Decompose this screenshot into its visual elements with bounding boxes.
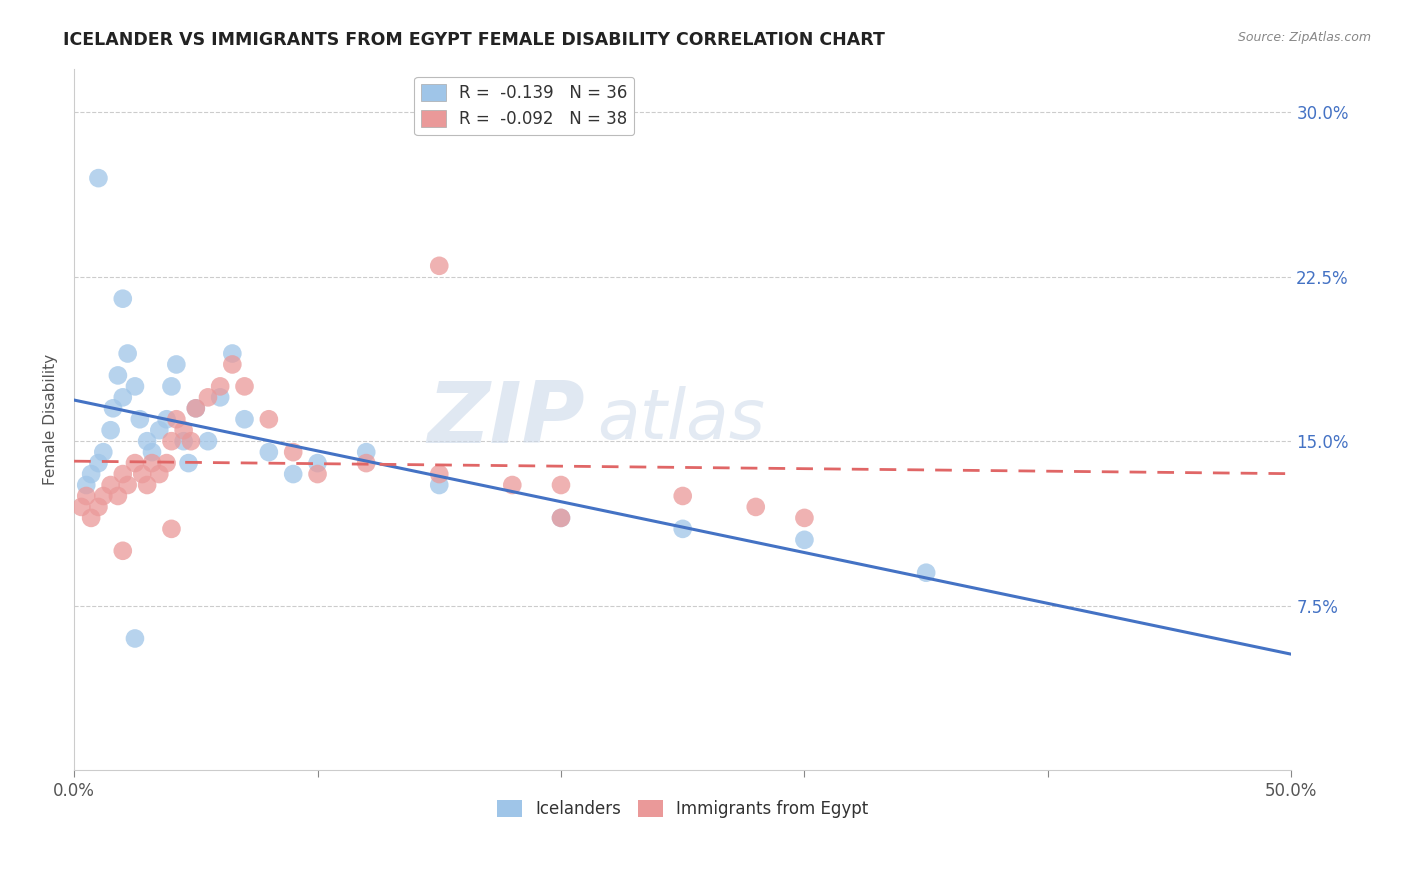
Point (117, 346, 139, 360)
Point (354, 456, 377, 470)
Point (165, 412, 187, 426)
Text: atlas: atlas (598, 385, 765, 453)
Point (160, 522, 183, 536)
Point (107, 368, 129, 383)
Point (141, 445, 163, 459)
Point (427, 259, 450, 273)
Point (80, 511, 103, 525)
Point (124, 632, 146, 646)
Point (80, 467, 103, 481)
Point (307, 467, 329, 481)
Point (209, 390, 232, 404)
Point (155, 456, 177, 470)
Point (101, 401, 124, 416)
Point (354, 445, 377, 459)
Point (107, 489, 129, 503)
Point (124, 379, 146, 393)
Point (184, 401, 207, 416)
Point (100, 478, 122, 492)
Point (427, 467, 450, 481)
Point (307, 456, 329, 470)
Point (165, 358, 187, 372)
Point (131, 467, 153, 481)
Point (257, 412, 280, 426)
Point (87, 456, 110, 470)
Point (173, 434, 195, 449)
Point (793, 511, 815, 525)
Point (209, 379, 232, 393)
Point (91, 445, 114, 459)
Point (128, 412, 150, 426)
Point (75, 478, 97, 492)
Text: Source: ZipAtlas.com: Source: ZipAtlas.com (1237, 31, 1371, 45)
Point (793, 533, 815, 547)
Point (550, 511, 572, 525)
Point (87, 500, 110, 514)
Point (160, 379, 183, 393)
Point (233, 412, 256, 426)
Point (550, 478, 572, 492)
Point (117, 478, 139, 492)
Point (136, 478, 159, 492)
Text: ZIP: ZIP (427, 377, 585, 461)
Point (177, 456, 200, 470)
Point (233, 379, 256, 393)
Point (745, 500, 768, 514)
Point (184, 401, 207, 416)
Point (111, 543, 134, 558)
Point (87, 171, 110, 186)
Point (124, 456, 146, 470)
Point (501, 478, 523, 492)
Point (283, 467, 305, 481)
Point (148, 467, 170, 481)
Y-axis label: Female Disability: Female Disability (44, 354, 58, 485)
Point (111, 390, 134, 404)
Point (111, 467, 134, 481)
Point (136, 434, 159, 449)
Point (160, 434, 183, 449)
Point (221, 358, 243, 372)
Point (550, 511, 572, 525)
Point (283, 445, 305, 459)
Point (141, 456, 163, 470)
Point (173, 423, 195, 437)
Point (915, 566, 938, 580)
Point (75, 489, 97, 503)
Point (148, 423, 170, 437)
Point (111, 292, 134, 306)
Point (180, 434, 202, 449)
Point (427, 478, 450, 492)
Text: ICELANDER VS IMMIGRANTS FROM EGYPT FEMALE DISABILITY CORRELATION CHART: ICELANDER VS IMMIGRANTS FROM EGYPT FEMAL… (63, 31, 886, 49)
Point (221, 346, 243, 360)
Point (91, 489, 114, 503)
Point (672, 522, 695, 536)
Point (100, 423, 122, 437)
Point (257, 445, 280, 459)
Point (197, 390, 219, 404)
Point (155, 412, 177, 426)
Legend: Icelanders, Immigrants from Egypt: Icelanders, Immigrants from Egypt (491, 793, 875, 825)
Point (70, 500, 93, 514)
Point (672, 489, 695, 503)
Point (197, 434, 219, 449)
